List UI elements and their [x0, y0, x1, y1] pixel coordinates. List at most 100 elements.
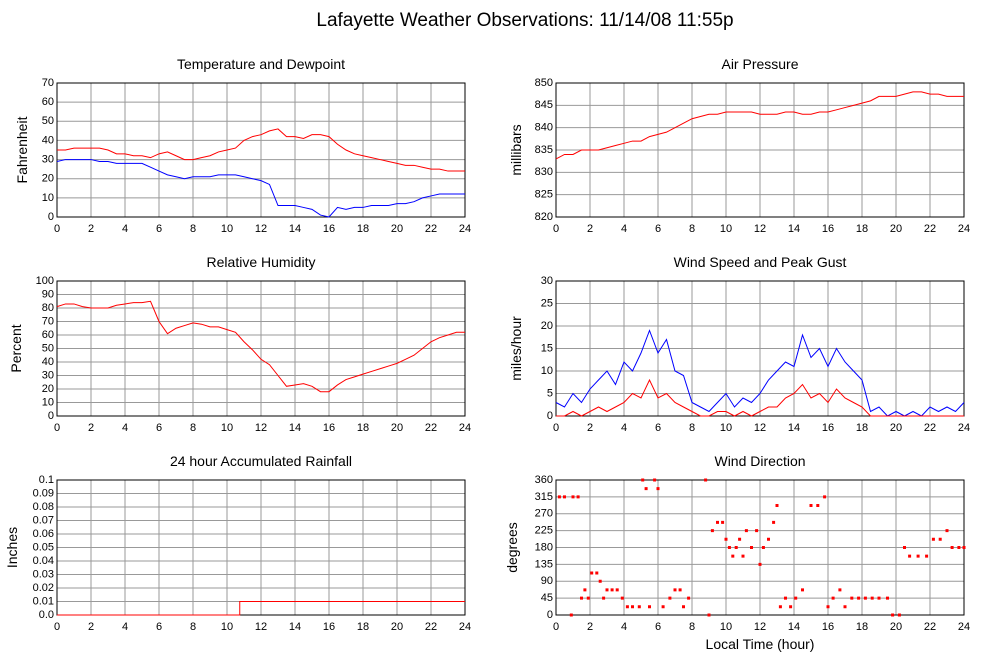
data-point	[734, 546, 738, 549]
data-point	[916, 554, 920, 558]
x-tick-label: 18	[856, 223, 868, 235]
data-point	[831, 596, 835, 600]
x-tick-label: 20	[890, 621, 902, 633]
y-tick-label: 0	[48, 410, 54, 422]
y-axis-label: miles/hour	[508, 316, 524, 381]
y-tick-label: 10	[541, 365, 553, 377]
data-point	[897, 613, 901, 617]
y-tick-label: 25	[541, 297, 553, 309]
x-tick-label: 10	[720, 223, 732, 235]
x-tick-label: 24	[958, 422, 970, 434]
x-tick-label: 16	[323, 223, 335, 235]
y-tick-label: 5	[547, 387, 553, 399]
y-tick-label: 60	[42, 96, 54, 108]
x-tick-label: 0	[54, 422, 60, 434]
y-tick-label: 80	[42, 302, 54, 314]
y-tick-label: 0.04	[33, 555, 54, 567]
data-point	[950, 546, 954, 549]
data-point	[857, 596, 861, 600]
data-point	[631, 605, 634, 609]
x-tick-label: 14	[289, 223, 301, 235]
x-tick-label: 8	[190, 621, 196, 633]
data-point	[816, 504, 820, 507]
data-point	[598, 579, 602, 583]
y-tick-label: 0	[547, 609, 553, 621]
y-tick-label: 20	[42, 383, 54, 395]
y-axis-label: millibars	[508, 124, 524, 175]
data-point	[767, 537, 770, 541]
data-point	[569, 613, 573, 617]
data-point	[571, 495, 575, 499]
x-tick-label: 6	[156, 422, 162, 434]
data-point	[823, 495, 827, 499]
y-tick-label: 835	[535, 144, 553, 156]
x-tick-label: 20	[890, 422, 902, 434]
x-tick-label: 8	[190, 422, 196, 434]
data-point	[908, 554, 912, 558]
x-tick-label: 20	[391, 422, 403, 434]
data-point	[682, 605, 685, 609]
x-tick-label: 18	[856, 621, 868, 633]
y-tick-label: 30	[541, 275, 553, 287]
x-tick-label: 14	[289, 422, 301, 434]
x-tick-label: 8	[689, 422, 695, 434]
data-point	[863, 596, 867, 600]
y-tick-label: 70	[42, 315, 54, 327]
y-tick-label: 15	[541, 342, 553, 354]
data-point	[731, 554, 735, 558]
data-point	[945, 529, 949, 533]
y-tick-label: 40	[42, 356, 54, 368]
data-point	[721, 520, 725, 524]
data-point	[656, 487, 660, 491]
y-tick-label: 845	[535, 99, 553, 111]
x-tick-label: 4	[621, 422, 627, 434]
y-axis-label: Percent	[8, 324, 24, 372]
y-tick-label: 830	[535, 166, 553, 178]
data-point	[661, 605, 665, 609]
data-point	[794, 596, 798, 600]
data-point	[826, 605, 830, 609]
y-tick-label: 90	[541, 575, 553, 587]
x-tick-label: 0	[54, 621, 60, 633]
data-point	[710, 529, 714, 533]
data-point	[576, 495, 580, 499]
x-tick-label: 24	[958, 223, 970, 235]
data-point	[716, 520, 719, 524]
data-line	[57, 601, 465, 616]
data-line	[555, 91, 964, 160]
y-tick-label: 0.01	[33, 595, 54, 607]
data-point	[962, 546, 966, 549]
x-tick-label: 6	[655, 422, 661, 434]
x-tick-label: 6	[156, 621, 162, 633]
y-tick-label: 0	[547, 410, 553, 422]
x-tick-label: 14	[788, 621, 800, 633]
x-tick-label: 16	[323, 621, 335, 633]
x-tick-label: 20	[391, 621, 403, 633]
x-tick-label: 22	[924, 422, 936, 434]
data-point	[641, 478, 645, 482]
data-line	[57, 128, 465, 172]
data-point	[580, 596, 583, 600]
data-point	[886, 596, 889, 600]
y-axis-label: Inches	[4, 527, 20, 568]
x-tick-label: 10	[221, 223, 233, 235]
x-tick-label: 16	[822, 621, 834, 633]
data-point	[687, 596, 691, 600]
data-point	[772, 520, 776, 524]
data-point	[727, 546, 731, 549]
x-tick-label: 4	[122, 422, 128, 434]
data-line	[56, 300, 465, 393]
y-tick-label: 20	[42, 173, 54, 185]
data-point	[744, 529, 748, 533]
data-point	[938, 537, 942, 541]
chart-title: Wind Direction	[714, 453, 805, 469]
y-tick-label: 135	[535, 558, 553, 570]
y-tick-label: 360	[535, 474, 553, 486]
x-tick-label: 10	[720, 621, 732, 633]
data-point	[724, 537, 728, 541]
x-tick-label: 22	[425, 621, 437, 633]
data-point	[610, 588, 614, 592]
x-tick-label: 22	[924, 223, 936, 235]
y-tick-label: 270	[535, 508, 553, 520]
